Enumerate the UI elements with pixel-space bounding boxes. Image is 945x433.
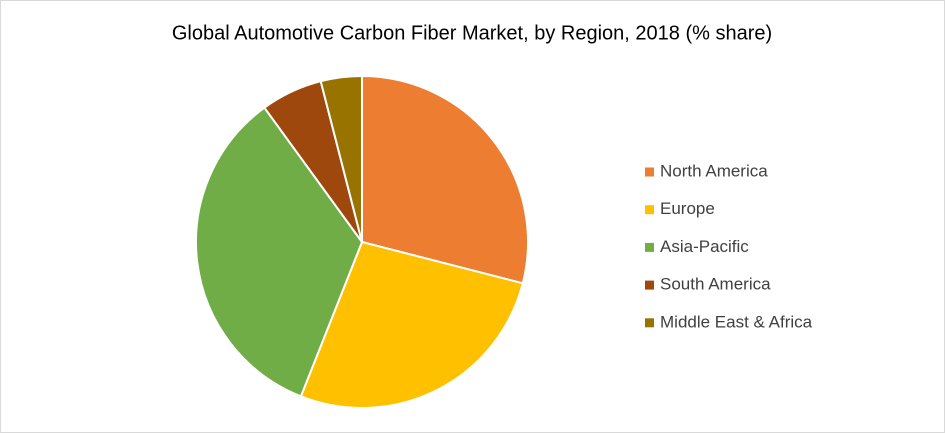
pie-slice xyxy=(299,240,525,409)
legend-swatch xyxy=(645,318,654,328)
legend-label: Middle East & Africa xyxy=(660,312,813,331)
legend-swatch xyxy=(645,280,654,290)
chart-title: Global Automotive Carbon Fiber Market, b… xyxy=(172,22,772,44)
legend-label: North America xyxy=(660,161,768,180)
legend-swatch xyxy=(645,205,654,215)
legend-swatch xyxy=(645,242,654,252)
pie-slice xyxy=(195,106,364,398)
pie-slice xyxy=(361,74,529,285)
legend-label: South America xyxy=(660,275,771,294)
pie-slice xyxy=(319,74,363,243)
legend-swatch xyxy=(645,167,654,177)
legend-label: Europe xyxy=(660,199,715,218)
legend-label: Asia-Pacific xyxy=(660,237,749,256)
